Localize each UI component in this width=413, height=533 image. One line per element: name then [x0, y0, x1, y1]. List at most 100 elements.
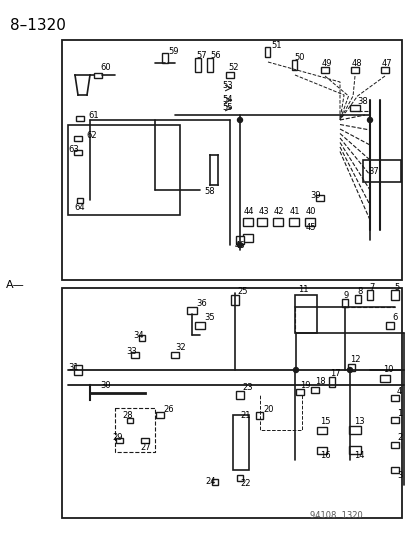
Bar [225, 72, 233, 78]
Bar [292, 60, 297, 70]
Bar [156, 412, 164, 418]
Text: 57: 57 [195, 52, 206, 61]
Bar [385, 321, 393, 328]
Bar [206, 58, 212, 72]
Bar [349, 105, 359, 111]
Bar [171, 352, 178, 358]
Text: 23: 23 [242, 384, 252, 392]
Text: 11: 11 [297, 286, 308, 295]
Text: 50: 50 [293, 52, 304, 61]
Bar [295, 389, 303, 395]
Text: 18: 18 [314, 377, 325, 386]
Bar [74, 149, 82, 155]
Text: 1: 1 [396, 408, 401, 417]
Bar [390, 467, 398, 473]
Text: 26: 26 [163, 406, 173, 415]
Bar [348, 364, 355, 370]
Text: 13: 13 [353, 417, 364, 426]
Bar [354, 295, 360, 303]
Text: 52: 52 [228, 63, 238, 72]
Bar [131, 352, 139, 358]
Bar [62, 288, 401, 518]
Text: 22: 22 [240, 479, 250, 488]
Text: 56: 56 [209, 52, 220, 61]
Text: 46: 46 [235, 240, 245, 249]
Circle shape [237, 243, 242, 247]
Text: 33: 33 [126, 348, 136, 357]
Text: 48: 48 [351, 59, 362, 68]
Text: 94108  1320: 94108 1320 [309, 511, 362, 520]
Bar [230, 295, 238, 305]
Text: 8–1320: 8–1320 [10, 18, 66, 33]
Text: 42: 42 [273, 207, 284, 216]
Text: 17: 17 [329, 368, 340, 377]
Text: 55: 55 [221, 103, 232, 112]
Text: 32: 32 [175, 343, 185, 351]
Bar [94, 72, 102, 77]
Bar [76, 116, 84, 120]
Bar [366, 290, 372, 300]
Bar [316, 447, 326, 454]
Text: 58: 58 [204, 188, 214, 197]
Text: 24: 24 [204, 477, 215, 486]
Bar [195, 321, 204, 328]
Bar [211, 479, 218, 485]
Text: 29: 29 [112, 432, 122, 441]
Text: 25: 25 [236, 287, 247, 296]
Text: A—: A— [6, 280, 25, 290]
Text: 59: 59 [168, 47, 178, 56]
Bar [380, 67, 388, 73]
Bar [77, 198, 83, 203]
Text: 51: 51 [271, 42, 281, 51]
Text: 4: 4 [396, 386, 401, 395]
Bar [74, 135, 82, 141]
Text: 21: 21 [240, 410, 250, 419]
Bar [304, 218, 314, 226]
Text: 47: 47 [381, 59, 392, 68]
Bar [362, 160, 400, 182]
Text: 61: 61 [88, 111, 98, 120]
Bar [379, 375, 389, 382]
Text: 20: 20 [262, 406, 273, 415]
Bar [390, 395, 398, 401]
Bar [315, 195, 323, 201]
Text: 63: 63 [68, 146, 78, 155]
Bar [256, 411, 263, 418]
Bar [141, 438, 149, 442]
Text: 9: 9 [343, 292, 349, 301]
Text: 35: 35 [204, 313, 214, 322]
Circle shape [347, 367, 351, 373]
Text: 39: 39 [309, 190, 320, 199]
Text: 64: 64 [74, 203, 84, 212]
Bar [390, 442, 398, 448]
Bar [390, 290, 398, 300]
Text: 37: 37 [367, 167, 378, 176]
Bar [139, 335, 145, 341]
Bar [68, 125, 180, 215]
Bar [233, 415, 248, 470]
Bar [320, 67, 328, 73]
Bar [350, 67, 358, 73]
Bar [242, 234, 252, 242]
Text: 3: 3 [396, 472, 401, 481]
Bar [348, 426, 360, 434]
Bar [235, 236, 243, 244]
Text: 38: 38 [356, 96, 367, 106]
Text: 30: 30 [100, 381, 110, 390]
Bar [328, 377, 334, 387]
Text: 2: 2 [396, 433, 401, 442]
Text: 49: 49 [321, 59, 332, 68]
Circle shape [293, 367, 298, 373]
Bar [265, 47, 270, 57]
Bar [242, 218, 252, 226]
Text: 14: 14 [353, 450, 363, 459]
Circle shape [367, 117, 372, 123]
Text: 40: 40 [305, 207, 316, 216]
Text: 36: 36 [195, 298, 206, 308]
Text: 44: 44 [243, 207, 254, 216]
Bar [236, 475, 242, 481]
Bar [288, 218, 298, 226]
Text: 12: 12 [349, 356, 360, 365]
Bar [390, 417, 398, 423]
Bar [341, 299, 347, 307]
